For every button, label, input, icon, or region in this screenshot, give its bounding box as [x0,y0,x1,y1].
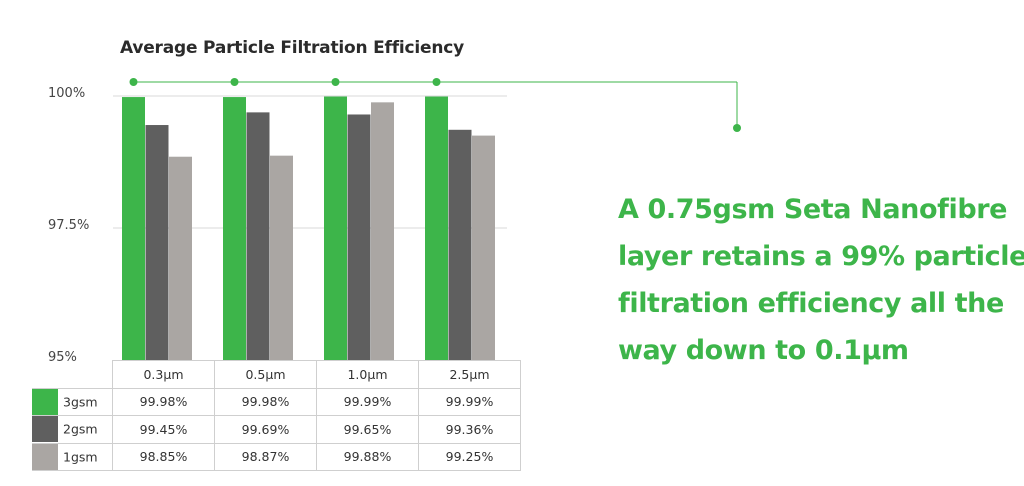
callout-line: filtration efficiency all the [618,288,1004,319]
legend-swatch [32,388,58,415]
legend-swatch [32,443,58,470]
callout-text: A 0.75gsm Seta Nanofibre layer retains a… [618,186,1024,374]
bar [223,97,246,360]
bar [324,96,347,360]
data-label: 99.36% [418,415,521,444]
bar [122,97,145,360]
table-row: 1gsm 98.85% 98.87% 99.88% 99.25% [32,442,521,471]
data-label: 99.65% [316,415,419,444]
data-label: 99.45% [112,415,215,444]
category-label: 1.0µm [316,360,419,389]
callout-connector [129,78,741,132]
callout-line: layer retains a 99% particle [618,241,1024,272]
data-label: 99.69% [214,415,317,444]
category-label: 0.5µm [214,360,317,389]
connector-dot [733,124,741,132]
callout-line: way down to 0.1µm [618,335,909,366]
bar [425,96,448,360]
data-label: 99.99% [418,387,521,416]
bar [145,125,169,360]
bars [122,96,495,360]
chart-title: Average Particle Filtration Efficiency [120,38,465,58]
bar [169,156,192,360]
bar [347,114,371,360]
y-tick-label: 100% [48,86,86,101]
legend-entry: 1gsm [32,442,113,471]
connector-dot [129,78,138,86]
legend-entry: 2gsm [32,415,113,444]
legend-entry: 3gsm [32,387,113,416]
connector-dot [230,78,239,86]
data-label: 99.98% [214,387,317,416]
data-label: 99.99% [316,387,419,416]
data-label: 98.87% [214,442,317,471]
data-label: 98.85% [112,442,215,471]
legend-label: 1gsm [63,449,98,465]
table-corner [32,361,113,389]
table-row: 3gsm 99.98% 99.98% 99.99% 99.99% [32,387,521,416]
bar [371,102,394,360]
data-label: 99.25% [418,442,521,471]
bar [270,155,293,360]
category-label: 2.5µm [418,360,521,389]
y-tick-label: 97.5% [48,218,90,233]
legend-label: 3gsm [63,394,98,410]
bar [472,135,495,360]
callout-line: A 0.75gsm Seta Nanofibre [618,194,1008,225]
y-tick-label: 95% [48,350,77,365]
data-label: 99.98% [112,387,215,416]
bar [246,112,270,360]
category-label: 0.3µm [112,360,215,389]
data-table: 0.3µm 0.5µm 1.0µm 2.5µm 3gsm 99.98% 99.9… [32,360,521,471]
connector-dot [331,78,340,86]
data-label: 99.88% [316,442,419,471]
table-header-row: 0.3µm 0.5µm 1.0µm 2.5µm [32,360,521,389]
connector-dot [432,78,441,86]
bar [448,129,472,360]
table-row: 2gsm 99.45% 99.69% 99.65% 99.36% [32,415,521,444]
legend-swatch [32,416,58,443]
legend-label: 2gsm [63,421,98,437]
